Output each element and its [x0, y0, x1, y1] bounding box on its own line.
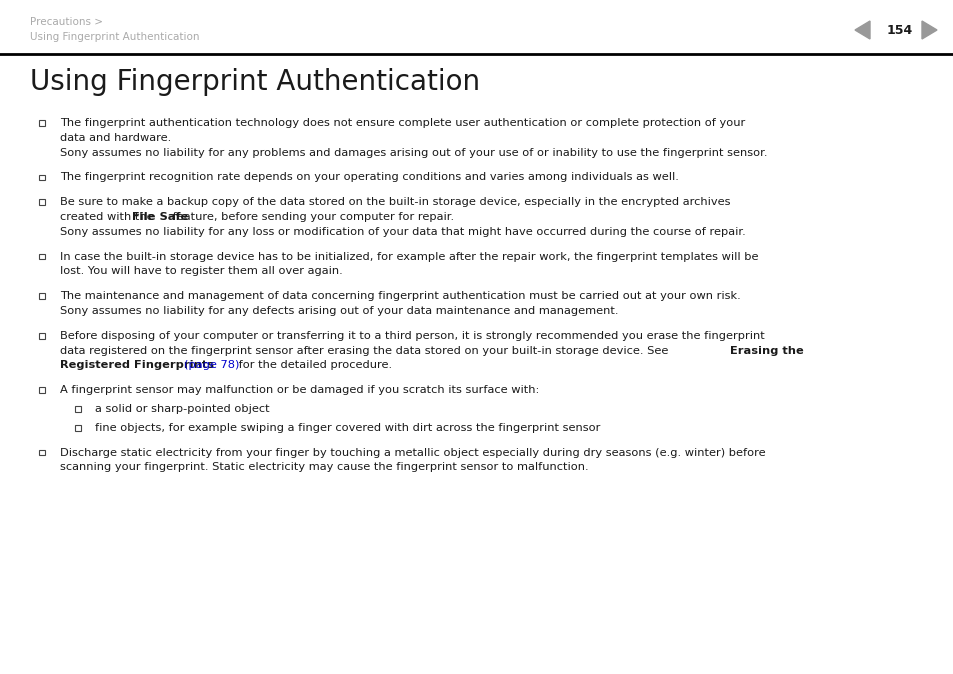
Text: scanning your fingerprint. Static electricity may cause the fingerprint sensor t: scanning your fingerprint. Static electr…	[60, 462, 588, 472]
Text: data registered on the fingerprint sensor after erasing the data stored on your : data registered on the fingerprint senso…	[60, 346, 671, 356]
Text: Sony assumes no liability for any problems and damages arising out of your use o: Sony assumes no liability for any proble…	[60, 148, 767, 158]
Text: In case the built-in storage device has to be initialized, for example after the: In case the built-in storage device has …	[60, 251, 758, 262]
Bar	[39, 388, 45, 393]
Text: lost. You will have to register them all over again.: lost. You will have to register them all…	[60, 266, 342, 276]
Text: Erasing the: Erasing the	[729, 346, 803, 356]
Text: Using Fingerprint Authentication: Using Fingerprint Authentication	[30, 32, 199, 42]
Text: feature, before sending your computer for repair.: feature, before sending your computer fo…	[169, 212, 454, 222]
Text: for the detailed procedure.: for the detailed procedure.	[234, 361, 392, 371]
Bar	[39, 450, 45, 456]
Bar	[39, 120, 45, 126]
Bar	[39, 293, 45, 299]
Text: a solid or sharp-pointed object: a solid or sharp-pointed object	[95, 404, 270, 414]
Text: Sony assumes no liability for any defects arising out of your data maintenance a: Sony assumes no liability for any defect…	[60, 306, 618, 316]
Bar	[39, 175, 45, 180]
Bar	[75, 406, 81, 412]
Text: Before disposing of your computer or transferring it to a third person, it is st: Before disposing of your computer or tra…	[60, 331, 764, 341]
Bar	[75, 425, 81, 431]
Polygon shape	[854, 21, 869, 39]
Text: Precautions >: Precautions >	[30, 17, 103, 27]
Text: created with the: created with the	[60, 212, 157, 222]
Bar	[39, 254, 45, 259]
Text: 154: 154	[886, 24, 912, 36]
Text: File Safe: File Safe	[132, 212, 189, 222]
Polygon shape	[921, 21, 936, 39]
Bar	[39, 333, 45, 338]
Text: Discharge static electricity from your finger by touching a metallic object espe: Discharge static electricity from your f…	[60, 448, 765, 458]
Text: Be sure to make a backup copy of the data stored on the built-in storage device,: Be sure to make a backup copy of the dat…	[60, 197, 730, 207]
Bar	[39, 200, 45, 205]
Text: Sony assumes no liability for any loss or modification of your data that might h: Sony assumes no liability for any loss o…	[60, 226, 745, 237]
Text: A fingerprint sensor may malfunction or be damaged if you scratch its surface wi: A fingerprint sensor may malfunction or …	[60, 386, 538, 395]
Text: The maintenance and management of data concerning fingerprint authentication mus: The maintenance and management of data c…	[60, 291, 740, 301]
Text: Registered Fingerprints: Registered Fingerprints	[60, 361, 213, 371]
Text: fine objects, for example swiping a finger covered with dirt across the fingerpr: fine objects, for example swiping a fing…	[95, 423, 599, 433]
Text: Using Fingerprint Authentication: Using Fingerprint Authentication	[30, 68, 479, 96]
Text: data and hardware.: data and hardware.	[60, 133, 172, 143]
Text: The fingerprint authentication technology does not ensure complete user authenti: The fingerprint authentication technolog…	[60, 118, 744, 128]
Text: (page 78): (page 78)	[184, 361, 239, 371]
Text: The fingerprint recognition rate depends on your operating conditions and varies: The fingerprint recognition rate depends…	[60, 173, 679, 183]
